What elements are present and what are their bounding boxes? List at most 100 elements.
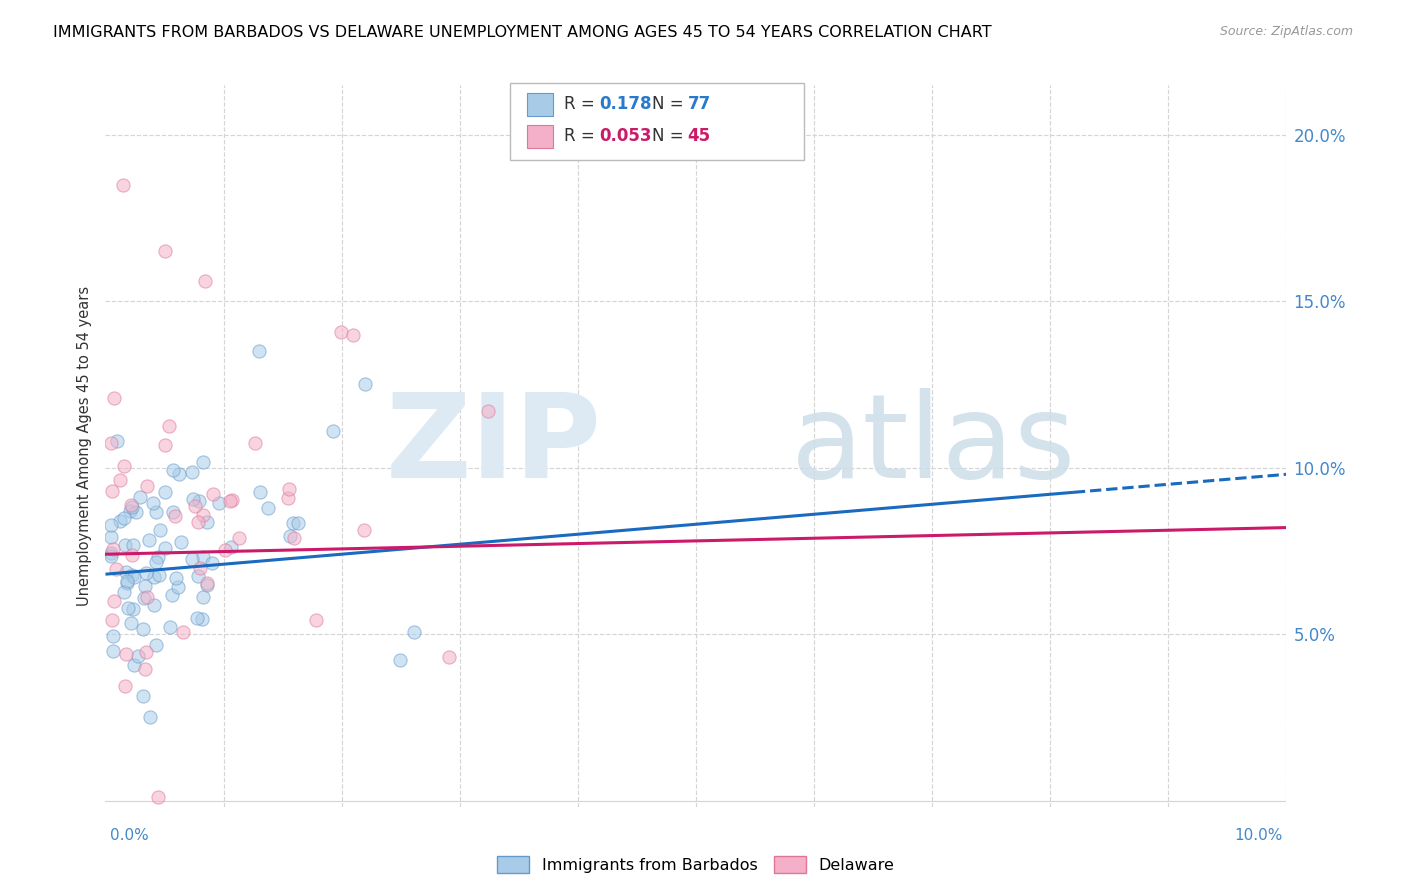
Point xyxy=(186,611,208,625)
Text: 0.053: 0.053 xyxy=(599,128,651,145)
Point xyxy=(103,643,125,657)
Point xyxy=(283,531,305,545)
Point xyxy=(191,454,214,468)
Point xyxy=(145,505,167,519)
Point xyxy=(115,565,138,579)
Point xyxy=(103,391,125,405)
Point xyxy=(145,638,167,652)
Point xyxy=(100,530,122,544)
Point xyxy=(191,612,214,626)
Point xyxy=(101,613,124,627)
Point xyxy=(114,538,136,552)
Point xyxy=(115,574,138,589)
Point xyxy=(120,498,142,512)
Point xyxy=(249,484,271,499)
Point xyxy=(187,515,209,529)
Point xyxy=(120,616,142,631)
Point xyxy=(195,516,218,530)
Point xyxy=(187,569,209,583)
Point xyxy=(101,542,124,557)
Point xyxy=(330,326,353,340)
Point xyxy=(112,178,135,192)
Point xyxy=(143,598,166,612)
Y-axis label: Unemployment Among Ages 45 to 54 years: Unemployment Among Ages 45 to 54 years xyxy=(76,286,91,606)
Text: atlas: atlas xyxy=(790,389,1076,503)
Point xyxy=(214,543,236,558)
Point xyxy=(114,679,136,693)
Text: IMMIGRANTS FROM BARBADOS VS DELAWARE UNEMPLOYMENT AMONG AGES 45 TO 54 YEARS CORR: IMMIGRANTS FROM BARBADOS VS DELAWARE UNE… xyxy=(53,25,993,40)
Point xyxy=(135,566,157,580)
Point xyxy=(135,479,157,493)
Text: 10.0%: 10.0% xyxy=(1234,829,1282,843)
Point xyxy=(153,484,176,499)
Point xyxy=(115,647,138,661)
Point xyxy=(121,500,143,514)
Text: 77: 77 xyxy=(688,95,711,113)
Text: 0.178: 0.178 xyxy=(599,95,651,113)
Point xyxy=(278,482,301,496)
Point xyxy=(131,622,153,636)
Point xyxy=(153,438,176,452)
Point xyxy=(477,403,499,417)
Point xyxy=(104,562,127,576)
Point xyxy=(100,484,122,499)
Point xyxy=(201,487,224,501)
Point xyxy=(100,546,122,560)
Point xyxy=(134,591,156,605)
Point xyxy=(353,523,375,537)
Point xyxy=(122,601,145,615)
Text: ZIP: ZIP xyxy=(385,389,602,503)
Point xyxy=(159,419,181,434)
Point xyxy=(120,504,142,518)
Point xyxy=(184,499,207,513)
Point xyxy=(287,516,309,530)
Point xyxy=(146,549,169,564)
Text: Source: ZipAtlas.com: Source: ZipAtlas.com xyxy=(1219,25,1353,38)
Point xyxy=(281,516,304,530)
Point xyxy=(169,467,191,481)
Point xyxy=(117,601,139,615)
Point xyxy=(402,624,425,639)
Point xyxy=(127,648,149,663)
Point xyxy=(221,493,243,508)
Point xyxy=(247,344,270,359)
Point xyxy=(181,551,204,566)
Text: R =: R = xyxy=(564,95,600,113)
Point xyxy=(138,533,160,548)
Point xyxy=(439,650,461,665)
Point xyxy=(162,505,184,519)
Point xyxy=(208,495,231,509)
Point xyxy=(148,567,170,582)
Point xyxy=(121,548,143,562)
Point xyxy=(195,578,218,592)
Point xyxy=(169,534,191,549)
Point xyxy=(165,571,187,585)
Point xyxy=(139,709,162,723)
Point xyxy=(134,580,156,594)
Point xyxy=(122,538,145,552)
Point xyxy=(136,590,159,604)
Point xyxy=(100,518,122,533)
Point xyxy=(131,689,153,703)
Point xyxy=(187,494,209,508)
Point xyxy=(112,459,135,474)
Point xyxy=(219,541,242,555)
Point xyxy=(388,653,411,667)
Point xyxy=(195,576,218,591)
Point xyxy=(153,244,176,259)
Point xyxy=(167,580,190,594)
Point xyxy=(191,549,214,564)
Point xyxy=(128,490,150,504)
Point xyxy=(115,575,138,590)
Point xyxy=(100,549,122,564)
Point xyxy=(162,463,184,477)
Point xyxy=(112,510,135,524)
Point xyxy=(101,629,124,643)
Point xyxy=(134,662,156,676)
Point xyxy=(153,541,176,556)
Point xyxy=(228,531,250,545)
Point xyxy=(305,613,328,627)
Point xyxy=(181,492,204,507)
Point xyxy=(194,274,217,288)
Point xyxy=(149,524,172,538)
